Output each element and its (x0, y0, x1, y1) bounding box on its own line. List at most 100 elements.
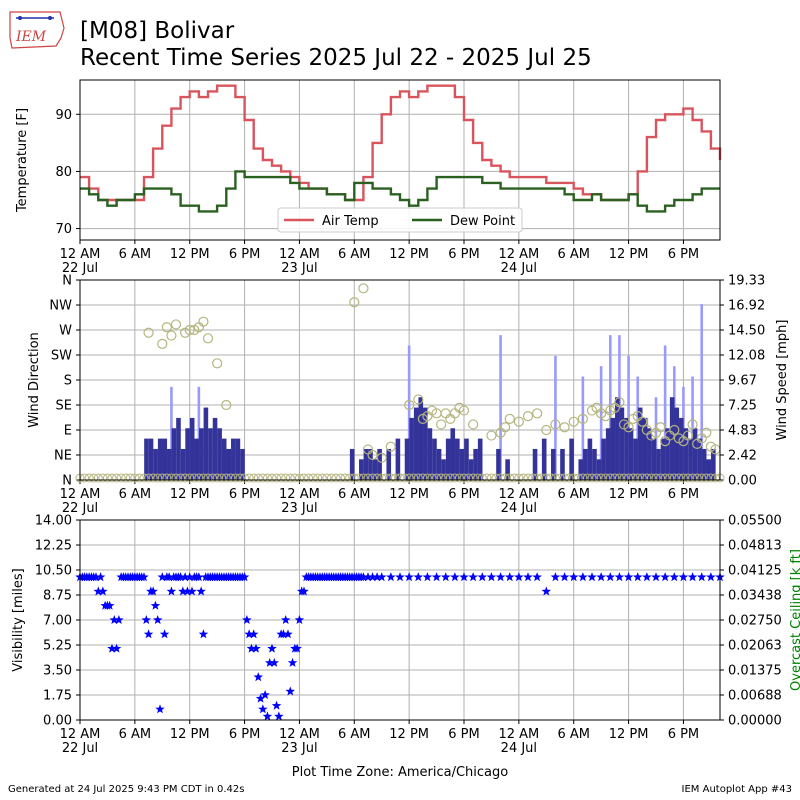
wind-speed-bar (587, 438, 593, 480)
wind-direction-point (550, 419, 561, 430)
wind-gust-bar (554, 355, 557, 480)
wind-speed-bar (711, 448, 716, 480)
wind-direction-calm-marker (578, 473, 588, 483)
wind-direction-calm-marker (134, 473, 144, 483)
y2-tick-label: 0.04125 (728, 564, 782, 579)
wind-direction-calm-marker (262, 473, 272, 483)
wind-direction-calm-marker (441, 473, 451, 483)
wind-direction-point (486, 430, 497, 441)
wind-speed-bar (377, 448, 382, 480)
visibility-point (114, 615, 124, 624)
wind-speed-bar (368, 448, 373, 480)
wind-speed-bar (532, 448, 538, 480)
visibility-point (262, 711, 273, 721)
wind-speed-bar (505, 459, 510, 480)
visibility-point (287, 657, 298, 667)
wind-direction-calm-marker (660, 473, 670, 483)
legend-label: Dew Point (450, 214, 515, 229)
visibility-point (269, 657, 279, 667)
wind-direction-calm-marker (541, 473, 551, 483)
wind-speed-bar (212, 417, 218, 480)
x-tick-label: 12 AM (498, 487, 539, 502)
y2-axis-title: Overcast Ceiling [k ft] (789, 549, 800, 691)
wind-speed-bar (496, 448, 501, 480)
x-tick-label: 6 PM (448, 727, 479, 742)
wind-speed-bar (656, 448, 661, 480)
wind-direction-calm-marker (336, 473, 346, 483)
wind-direction-point (143, 327, 154, 338)
wind-speed-bar (413, 407, 419, 480)
wind-direction-calm-marker (400, 473, 410, 483)
x-tick-label: 12 PM (170, 487, 210, 502)
x-tick-label: 6 PM (229, 727, 260, 742)
wind-speed-bar (180, 448, 186, 480)
visibility-point (182, 586, 193, 596)
y-tick-label: S (64, 374, 72, 389)
visibility-point (633, 572, 643, 582)
wind-direction-calm-marker (98, 473, 108, 483)
wind-speed-bar (560, 448, 565, 480)
wind-speed-bar (148, 438, 154, 480)
y-tick-label: SW (51, 349, 72, 364)
wind-speed-bar (203, 407, 209, 480)
wind-direction-point (358, 283, 369, 294)
wind-direction-calm-marker (624, 473, 634, 483)
x-date-label: 24 Jul (501, 261, 537, 276)
chart-title-range: Recent Time Series 2025 Jul 22 - 2025 Ju… (80, 45, 592, 71)
y-axis-title: Temperature [F] (15, 108, 30, 213)
wind-speed-bar (601, 438, 606, 480)
x-date-label: 22 Jul (62, 741, 98, 756)
wind-direction-point (449, 408, 460, 419)
x-date-label: 24 Jul (501, 741, 537, 756)
wind-direction-calm-marker (377, 473, 387, 483)
visibility-point (141, 615, 151, 624)
wind-speed-bar (624, 417, 629, 480)
wind-direction-calm-marker (189, 473, 199, 483)
wind-direction-calm-marker (139, 473, 149, 483)
x-tick-label: 12 AM (498, 727, 539, 742)
visibility-point (187, 586, 197, 596)
wind-direction-point (413, 394, 424, 405)
visibility-point (441, 572, 451, 582)
wind-speed-bar (578, 459, 584, 480)
wind-direction-calm-marker (637, 473, 647, 483)
wind-speed-bar (615, 397, 620, 480)
wind-direction-point (440, 408, 451, 419)
wind-direction-calm-marker (194, 473, 204, 483)
visibility-point (260, 690, 270, 699)
y-tick-label: 8.75 (43, 589, 72, 604)
wind-direction-calm-marker (217, 473, 227, 483)
footer-app: IEM Autoplot App #43 (681, 784, 792, 795)
wind-direction-point (637, 416, 648, 427)
x-tick-label: 6 PM (229, 247, 260, 262)
wind-direction-calm-marker (244, 473, 254, 483)
visibility-point (495, 572, 506, 582)
wind-direction-calm-marker (445, 473, 455, 483)
wind-speed-bar (217, 428, 222, 480)
wind-direction-calm-marker (610, 473, 620, 483)
wind-direction-calm-marker (235, 473, 245, 483)
wind-direction-point (687, 419, 698, 430)
wind-direction-point (568, 416, 579, 427)
wind-speed-bar (436, 448, 442, 480)
y-axis-title: Wind Direction (27, 332, 42, 428)
wind-direction-calm-marker (436, 473, 446, 483)
y2-tick-label: 0.02750 (728, 614, 782, 629)
wind-direction-point (532, 408, 543, 419)
x-tick-label: 6 PM (229, 487, 260, 502)
wind-speed-bar (459, 448, 465, 480)
x-tick-label: 6 AM (557, 727, 590, 742)
wind-direction-calm-marker (450, 473, 460, 483)
wind-direction-calm-marker (185, 473, 195, 483)
wind-speed-bar (423, 407, 428, 480)
wind-speed-bar (633, 438, 638, 480)
y2-tick-label: 0.02063 (728, 639, 782, 654)
wind-direction-calm-marker (93, 473, 103, 483)
x-date-label: 23 Jul (281, 261, 317, 276)
visibility-point (255, 693, 266, 703)
wind-direction-point (468, 419, 479, 430)
y-tick-label: 10.50 (35, 564, 72, 579)
x-tick-label: 12 PM (389, 487, 429, 502)
visibility-point (198, 629, 209, 639)
wind-speed-bar (674, 407, 680, 480)
